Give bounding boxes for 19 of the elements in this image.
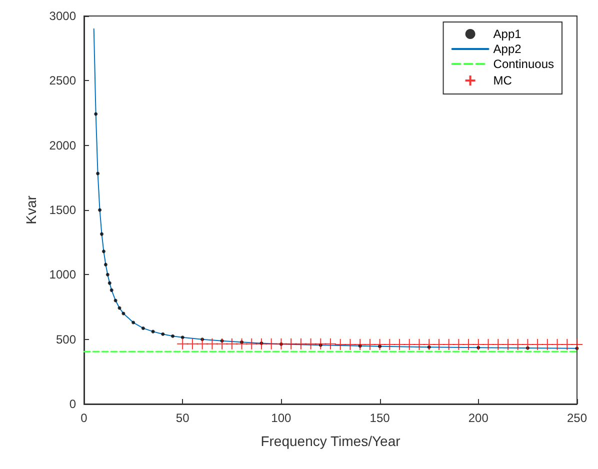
y-tick-label: 2000: [49, 138, 76, 152]
x-tick-label: 150: [370, 411, 390, 425]
x-tick-label: 0: [80, 411, 88, 425]
x-tick-label: 100: [271, 411, 292, 425]
legend-label: App2: [493, 42, 522, 56]
y-tick-label: 1000: [49, 268, 76, 282]
y-tick-label: 1500: [49, 203, 76, 217]
x-tick-label: 250: [566, 411, 588, 425]
y-tick-label: 500: [56, 332, 76, 346]
y-tick-label: 2500: [49, 74, 76, 88]
x-tick-label: 50: [176, 411, 190, 425]
x-tick-label: 200: [468, 411, 489, 425]
y-tick-label: 3000: [49, 9, 76, 23]
y-tick-label: 0: [69, 397, 76, 411]
x-axis-title: Frequency Times/Year: [260, 433, 401, 449]
legend-label: App1: [493, 27, 522, 41]
y-axis-title: Kvar: [23, 195, 39, 224]
legend-label: MC: [493, 74, 512, 88]
legend-label: Continuous: [493, 57, 554, 71]
